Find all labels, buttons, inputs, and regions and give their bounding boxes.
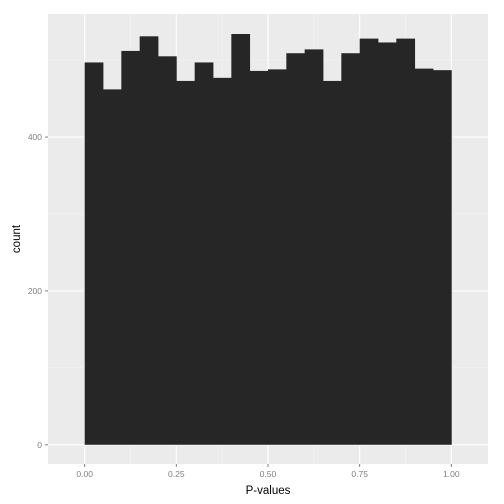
histogram-bar <box>323 80 342 445</box>
histogram-bar <box>396 38 416 445</box>
histogram-bar <box>304 49 324 445</box>
histogram-bar <box>121 50 141 445</box>
histogram-bar <box>176 80 196 445</box>
histogram-bar <box>139 36 159 445</box>
x-tick-label: 0.25 <box>168 469 185 479</box>
histogram-bar <box>84 62 104 445</box>
x-axis-title: P-values <box>246 485 291 497</box>
x-tick-label: 0.50 <box>260 469 277 479</box>
y-tick-label: 400 <box>28 132 42 142</box>
histogram-bar <box>213 77 232 445</box>
x-axis-ticks: 0.00 0.25 0.50 0.75 1.00 <box>76 464 460 479</box>
histogram-bar <box>433 70 452 445</box>
x-tick-label: 0.75 <box>351 469 368 479</box>
histogram-bar <box>194 62 214 445</box>
histogram-bar <box>158 56 177 445</box>
y-axis-ticks: 0 200 400 <box>28 132 48 450</box>
y-tick-label: 200 <box>28 286 42 296</box>
histogram-bar <box>359 38 379 445</box>
histogram-bar <box>249 70 269 445</box>
x-tick-label: 1.00 <box>443 469 460 479</box>
histogram-bar <box>341 53 361 445</box>
y-axis-title: count <box>11 224 23 253</box>
histogram-bar <box>414 68 434 445</box>
histogram-bar <box>103 89 122 445</box>
y-tick-label: 0 <box>37 440 42 450</box>
histogram-bar <box>286 53 306 445</box>
histogram-bar <box>268 69 287 445</box>
x-tick-label: 0.00 <box>76 469 93 479</box>
histogram-bars <box>84 34 452 445</box>
histogram-bar <box>378 42 397 445</box>
histogram-bar <box>231 34 251 445</box>
